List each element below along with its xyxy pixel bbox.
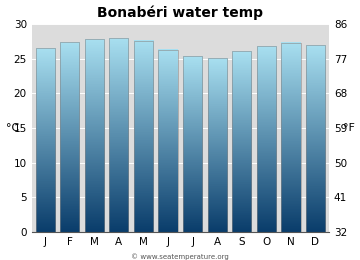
Bar <box>60 42 79 232</box>
Bar <box>36 48 55 232</box>
Y-axis label: °F: °F <box>343 123 355 133</box>
Bar <box>232 51 251 232</box>
Title: Bonabéri water temp: Bonabéri water temp <box>97 5 264 20</box>
Bar <box>281 43 301 232</box>
Bar <box>208 58 227 232</box>
Text: © www.seatemperature.org: © www.seatemperature.org <box>131 253 229 260</box>
Bar <box>183 56 202 232</box>
Bar <box>306 46 325 232</box>
Bar <box>85 39 104 232</box>
Bar <box>158 50 177 232</box>
Bar <box>257 46 276 232</box>
Y-axis label: °C: °C <box>5 123 19 133</box>
Bar <box>109 38 129 232</box>
Bar <box>134 41 153 232</box>
